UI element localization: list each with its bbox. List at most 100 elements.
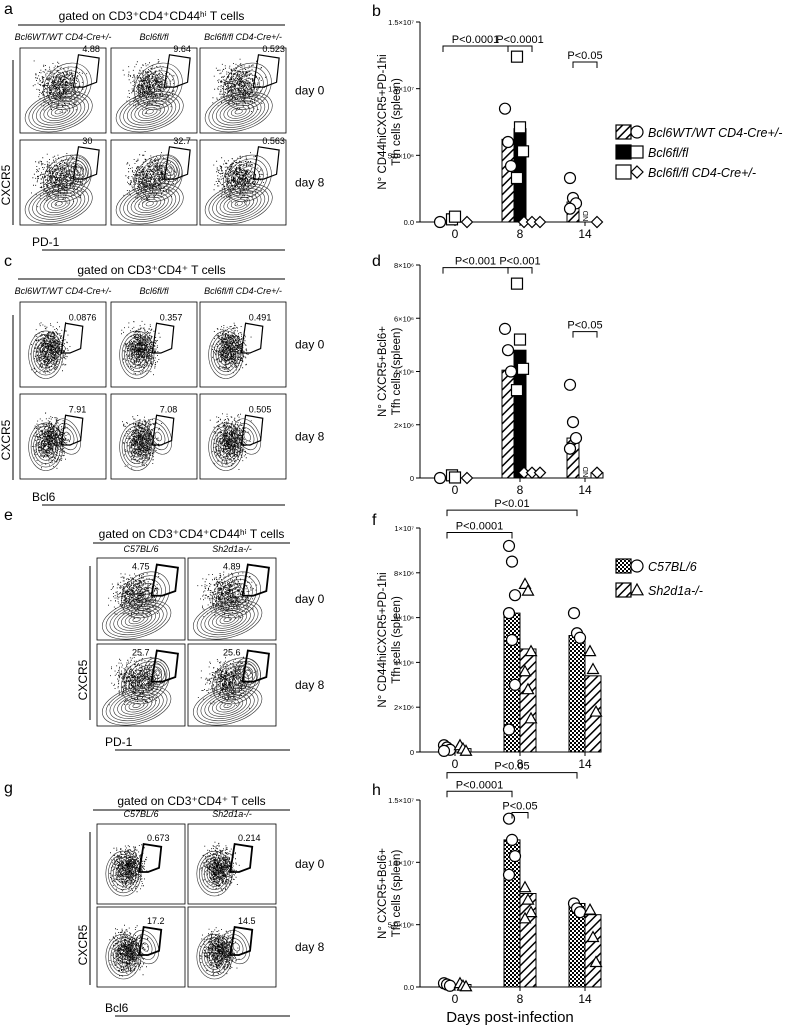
contour-line: [120, 571, 170, 619]
data-point: [498, 322, 512, 335]
data-point: [521, 583, 535, 596]
x-axis-title: Days post-infection: [446, 1009, 574, 1026]
contour-line: [196, 601, 259, 638]
contour-line: [230, 198, 247, 209]
contour-line: [219, 100, 258, 124]
y-tick-label: 4×10⁶: [394, 368, 414, 377]
contour-line: [129, 665, 162, 697]
legend-item-ko: Bcl6fl/fl CD4-Cre+/-: [615, 164, 756, 180]
contour-line: [130, 192, 169, 216]
contour-line: [201, 857, 228, 890]
contour-line: [210, 426, 241, 468]
x-tick-label: 0: [452, 227, 459, 241]
significance-bracket: P<0.05: [567, 320, 603, 338]
event-dots: [32, 60, 88, 114]
contour-line: [219, 192, 258, 216]
data-point: [630, 165, 644, 179]
genotype-label: C57BL/6: [123, 544, 158, 554]
x-tick-label: 8: [517, 992, 524, 1006]
x-tick-label: 8: [517, 757, 524, 771]
data-point: [630, 559, 644, 573]
contour-line: [204, 943, 225, 970]
data-point: [443, 979, 457, 992]
contour-line: [212, 95, 266, 128]
data-point: [629, 582, 645, 596]
contour-line: [223, 443, 229, 451]
flow-plot: 0.673: [96, 823, 186, 905]
contour-line: [75, 166, 82, 174]
data-point: [433, 215, 447, 229]
gate-polygon: [138, 842, 163, 873]
contour-line: [62, 82, 72, 91]
contour-line: [166, 166, 173, 174]
y-axis-label: Tfh cells (spleen): [391, 78, 403, 166]
contour-line: [118, 949, 129, 964]
legend-swatch: [615, 164, 632, 180]
contour-line: [220, 439, 232, 454]
contour-line: [43, 102, 74, 122]
flow-plot: 25.7: [96, 643, 186, 727]
contour-line: [109, 689, 164, 722]
panel-letter-c: c: [4, 253, 12, 270]
contour-line: [28, 422, 64, 471]
contour-line: [108, 937, 139, 977]
p-value-label: P<0.001: [499, 256, 540, 268]
gate-polygon: [229, 925, 254, 956]
contour-line: [134, 443, 140, 451]
data-point: [524, 905, 538, 918]
data-point: [521, 892, 535, 905]
gate-percentage: 0.523: [262, 44, 285, 54]
gating-label: gated on CD3⁺CD4⁺CD44ʰⁱ T cells: [99, 527, 285, 541]
gate-polygon: [229, 842, 254, 873]
gate-polygon: [252, 146, 280, 180]
contour-line: [113, 860, 134, 887]
flow-plot: 32.7: [110, 136, 198, 226]
legend-item-flfl: Bcl6fl/fl: [615, 144, 690, 160]
y-axis-label: CXCR5: [76, 659, 90, 700]
contour-line: [119, 185, 180, 222]
flow-panel-c: gated on CD3⁺CD4⁺ T cells Bcl6WT/WT CD4-C…: [0, 263, 325, 506]
event-dots: [213, 152, 268, 206]
event-dots: [122, 415, 163, 469]
contour-line: [192, 599, 263, 640]
contour-line: [208, 93, 269, 130]
contour-line: [236, 422, 258, 451]
contour-line: [54, 201, 63, 207]
data-point: [508, 678, 522, 691]
contour-line: [230, 106, 247, 117]
contour-line: [232, 942, 241, 952]
data-point: [508, 849, 522, 863]
row-label-day-8: day 8: [295, 430, 325, 444]
legend-swatch: [615, 144, 632, 160]
genotype-label: Bcl6fl/fl: [139, 32, 169, 42]
flow-plot: 4.88: [19, 44, 107, 134]
panel-letter-a: a: [4, 1, 13, 18]
contour-line: [208, 608, 247, 631]
data-point: [573, 906, 587, 919]
contour-line: [105, 687, 168, 724]
gate-polygon: [60, 414, 84, 446]
contour-line: [134, 194, 165, 214]
panel-letter-f: f: [372, 512, 377, 529]
contour-line: [234, 109, 243, 115]
data-point: [521, 682, 535, 695]
contour-line: [145, 201, 154, 207]
genotype-label: Bcl6fl/fl: [139, 286, 169, 296]
p-value-label: P<0.05: [494, 761, 529, 773]
x-axis-label: PD-1: [32, 235, 60, 249]
event-dots: [209, 413, 252, 470]
bracket-line: [446, 772, 578, 779]
contour-line: [33, 337, 59, 373]
data-point: [590, 466, 604, 480]
y-axis-label: N° CD44hiCXCR5+PD-1hi: [377, 54, 389, 189]
significance-bracket: P<0.05: [502, 800, 538, 819]
contour-line: [105, 601, 168, 638]
y-tick-label: 5.0×10⁶: [388, 921, 414, 930]
genotype-label: Bcl6fl/fl CD4-Cre+/-: [204, 286, 282, 296]
contour-line: [211, 571, 261, 619]
x-tick-label: 14: [578, 757, 592, 771]
bracket-line: [511, 811, 529, 819]
y-axis-label: Tfh cells (spleen): [391, 596, 403, 684]
contour-line: [216, 190, 262, 218]
